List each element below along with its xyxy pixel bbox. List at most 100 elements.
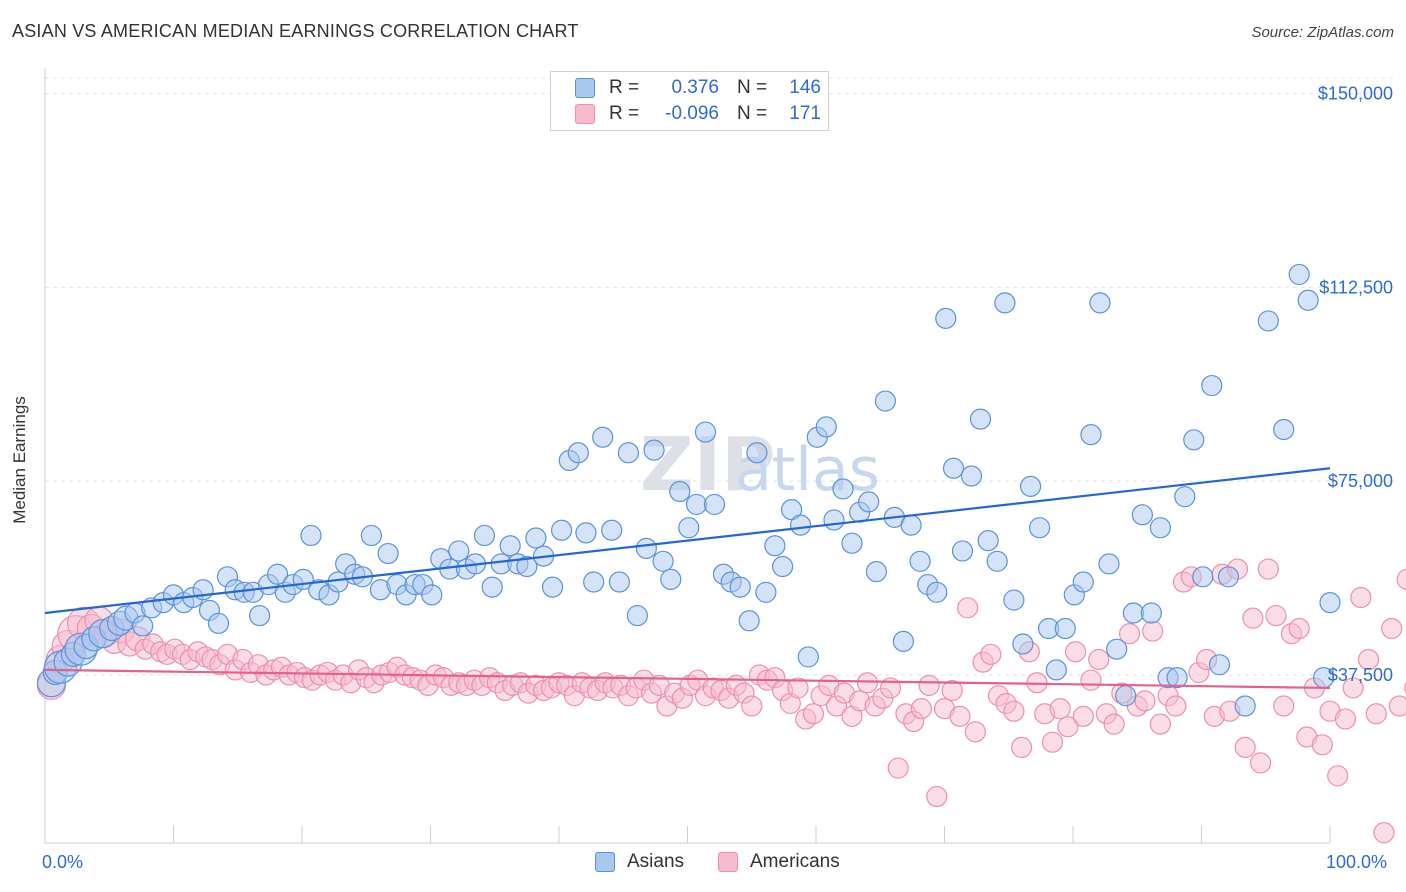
americans-point: [741, 695, 763, 717]
y-tick-label: $75,000: [1328, 471, 1393, 491]
americans-point: [1311, 734, 1333, 756]
asians-point: [771, 555, 794, 578]
americans-point: [918, 674, 940, 696]
asians-point: [738, 610, 760, 632]
americans-point: [910, 698, 932, 720]
americans-point: [1334, 708, 1357, 730]
asians-point: [608, 571, 630, 593]
asians-point: [1297, 289, 1319, 311]
americans-point: [1365, 703, 1387, 725]
asians-point: [1003, 589, 1025, 611]
asians-point: [1028, 517, 1051, 539]
asians-point: [1166, 666, 1188, 689]
americans-point: [856, 672, 879, 694]
asians-point: [977, 530, 999, 552]
asians-point: [858, 491, 880, 513]
americans-point: [1041, 731, 1064, 753]
asians-points: [36, 263, 1341, 717]
asians-point: [1149, 517, 1171, 539]
asians-point: [1080, 424, 1102, 446]
americans-point: [787, 677, 809, 699]
asians-point: [1072, 571, 1094, 593]
americans-point: [1165, 695, 1187, 717]
americans-point: [1049, 698, 1071, 720]
asians-swatch: [575, 78, 595, 98]
americans-legend-swatch: [718, 852, 738, 872]
asians-point: [900, 514, 922, 536]
x-tick-label-min: 0.0%: [42, 852, 84, 872]
asians-point: [473, 524, 496, 547]
asians-point: [567, 442, 589, 464]
americans-point: [1342, 677, 1364, 699]
asians-point: [960, 465, 983, 487]
asians-point: [815, 416, 837, 438]
asians-trend-line: [44, 467, 1331, 615]
asians-point: [360, 524, 382, 547]
asians-point: [892, 630, 914, 653]
asians-point: [1012, 633, 1034, 655]
y-tick-labels: $37,500 $75,000 $112,500 $150,000: [1318, 84, 1393, 686]
asians-point: [669, 480, 691, 503]
americans-point: [1118, 623, 1141, 645]
asians-point: [841, 532, 863, 554]
legend-item-asians[interactable]: Asians: [595, 851, 684, 873]
asians-point: [832, 478, 854, 500]
asians-point: [1140, 602, 1162, 624]
asians-point: [789, 514, 812, 536]
asians-point: [575, 522, 597, 544]
americans-point: [1003, 700, 1025, 722]
americans-swatch: [575, 104, 595, 124]
americans-point: [1388, 695, 1406, 717]
asians-point: [797, 646, 819, 668]
americans-point: [1064, 641, 1087, 663]
asians-point: [1234, 695, 1256, 717]
americans-point: [1010, 736, 1033, 758]
asians-point: [1217, 566, 1240, 588]
asians-point: [248, 604, 271, 627]
americans-point: [1357, 648, 1380, 671]
x-tick-label-max: 100.0%: [1326, 852, 1388, 872]
asians-point: [703, 493, 726, 516]
asians-point: [421, 584, 443, 606]
asians-point: [541, 576, 564, 598]
asians-point: [746, 442, 768, 464]
asians-point: [1115, 685, 1137, 707]
asians-point: [1257, 310, 1279, 332]
asians-point: [583, 571, 605, 593]
americans-point: [887, 757, 909, 779]
americans-point: [879, 677, 902, 699]
americans-point: [980, 643, 1002, 665]
correlation-legend: R = 0.376 N = 146 R = -0.096 N = 171: [550, 71, 829, 131]
asians-point: [1273, 418, 1295, 441]
americans-point: [1103, 713, 1125, 735]
asians-point: [207, 612, 230, 634]
asians-legend-swatch: [595, 852, 615, 872]
americans-point: [1142, 620, 1164, 642]
asians-point: [1319, 592, 1341, 614]
americans-point: [1381, 617, 1403, 640]
asians-point: [266, 563, 289, 585]
asians-point: [1131, 504, 1153, 526]
asians-point: [1288, 263, 1310, 286]
americans-point: [1265, 604, 1287, 627]
asians-point: [942, 457, 965, 479]
americans-point: [1134, 690, 1156, 712]
y-tick-label: $112,500: [1319, 277, 1393, 297]
americans-point: [1250, 752, 1272, 774]
americans-point: [949, 705, 971, 727]
asians-point: [592, 426, 614, 448]
legend-item-americans[interactable]: Americans: [718, 851, 840, 873]
legend-r-value: -0.096: [665, 103, 719, 124]
axes: [44, 68, 1331, 844]
asians-point: [935, 307, 957, 329]
legend-n-value: 171: [789, 103, 821, 124]
americans-point: [1257, 558, 1279, 580]
legend-n-label: N =: [737, 103, 768, 124]
asians-point: [729, 576, 751, 598]
legend-row-asians: R = 0.376 N = 146: [575, 76, 821, 100]
asians-point: [516, 555, 538, 578]
legend-r-value: 0.376: [671, 77, 719, 98]
asians-point: [1045, 659, 1067, 681]
asians-point: [1174, 486, 1196, 508]
